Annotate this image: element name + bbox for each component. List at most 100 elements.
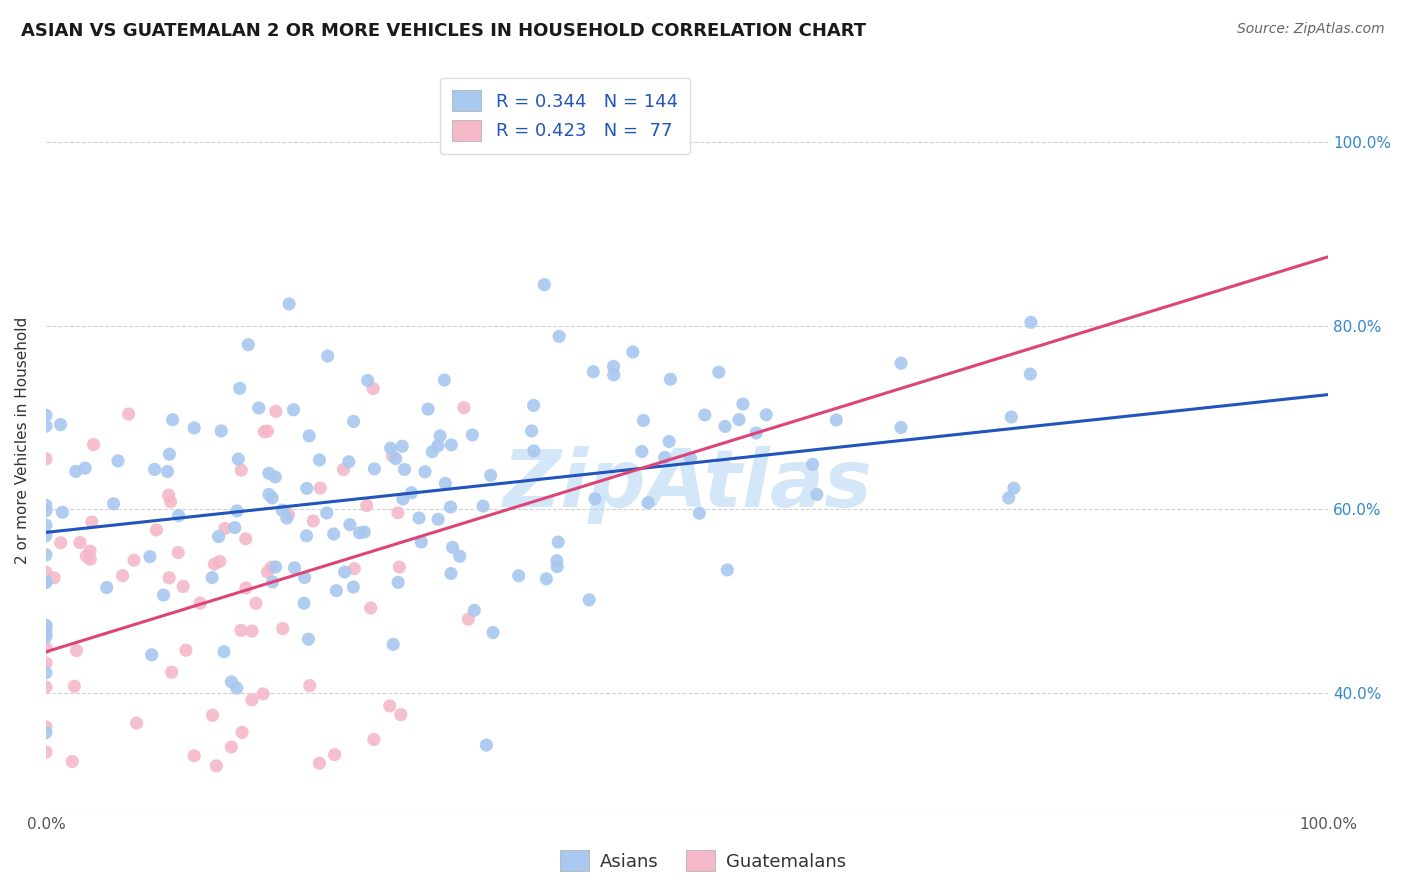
Point <box>49 417 72 432</box>
Point <box>276 511 298 525</box>
Point <box>35 518 58 533</box>
Point <box>256 424 278 438</box>
Point <box>253 425 276 439</box>
Point <box>548 329 571 343</box>
Point <box>125 716 148 731</box>
Point <box>60 755 83 769</box>
Point <box>35 656 58 670</box>
Point <box>231 725 253 739</box>
Point <box>533 277 555 292</box>
Point <box>339 517 361 532</box>
Point <box>221 739 243 754</box>
Point <box>49 535 72 549</box>
Point <box>333 565 356 579</box>
Point <box>654 450 676 465</box>
Point <box>309 481 332 495</box>
Point <box>659 372 682 386</box>
Point <box>520 424 543 438</box>
Point <box>298 429 321 443</box>
Point <box>361 382 384 396</box>
Point <box>201 571 224 585</box>
Point <box>463 603 485 617</box>
Point <box>295 529 318 543</box>
Point <box>208 554 231 568</box>
Point <box>226 504 249 518</box>
Point <box>143 462 166 476</box>
Point <box>546 559 568 574</box>
Point <box>391 439 413 453</box>
Point <box>75 461 97 475</box>
Point <box>167 508 190 523</box>
Point <box>69 535 91 549</box>
Point <box>583 491 606 506</box>
Point <box>679 451 702 466</box>
Point <box>630 444 652 458</box>
Point <box>42 571 65 585</box>
Point <box>1000 410 1022 425</box>
Point <box>728 412 751 426</box>
Point <box>582 365 605 379</box>
Point <box>35 720 58 734</box>
Point <box>394 462 416 476</box>
Point <box>349 525 371 540</box>
Point <box>461 428 484 442</box>
Point <box>139 549 162 564</box>
Point <box>35 499 58 513</box>
Point <box>35 627 58 641</box>
Legend: R = 0.344   N = 144, R = 0.423   N =  77: R = 0.344 N = 144, R = 0.423 N = 77 <box>440 78 690 153</box>
Point <box>457 612 479 626</box>
Point <box>337 455 360 469</box>
Point <box>755 408 778 422</box>
Point <box>434 476 457 491</box>
Point <box>332 462 354 476</box>
Point <box>890 420 912 434</box>
Point <box>378 698 401 713</box>
Point <box>65 464 87 478</box>
Point <box>745 425 768 440</box>
Point <box>35 725 58 739</box>
Point <box>264 560 287 574</box>
Point <box>283 402 305 417</box>
Point <box>806 487 828 501</box>
Point <box>257 467 280 481</box>
Point <box>240 624 263 638</box>
Point <box>388 560 411 574</box>
Point <box>342 414 364 428</box>
Point <box>162 413 184 427</box>
Point <box>997 491 1019 505</box>
Point <box>35 503 58 517</box>
Point <box>825 413 848 427</box>
Text: Source: ZipAtlas.com: Source: ZipAtlas.com <box>1237 22 1385 37</box>
Point <box>472 499 495 513</box>
Point <box>392 491 415 506</box>
Point <box>145 523 167 537</box>
Point <box>229 624 252 638</box>
Point <box>172 579 194 593</box>
Point <box>440 566 463 581</box>
Point <box>389 707 412 722</box>
Point <box>688 506 710 520</box>
Point <box>35 745 58 759</box>
Legend: Asians, Guatemalans: Asians, Guatemalans <box>553 843 853 879</box>
Point <box>238 337 260 351</box>
Point <box>294 570 316 584</box>
Point <box>302 514 325 528</box>
Point <box>298 679 321 693</box>
Point <box>380 441 402 455</box>
Point <box>342 580 364 594</box>
Point <box>231 463 253 477</box>
Point <box>127 822 149 836</box>
Point <box>295 482 318 496</box>
Point <box>207 530 229 544</box>
Point <box>221 674 243 689</box>
Point <box>183 421 205 435</box>
Point <box>411 535 433 549</box>
Point <box>621 345 644 359</box>
Point <box>308 756 330 771</box>
Text: ZipAtlas: ZipAtlas <box>502 446 872 524</box>
Point <box>35 680 58 694</box>
Point <box>363 462 385 476</box>
Point <box>315 506 337 520</box>
Point <box>157 571 180 585</box>
Point <box>283 561 305 575</box>
